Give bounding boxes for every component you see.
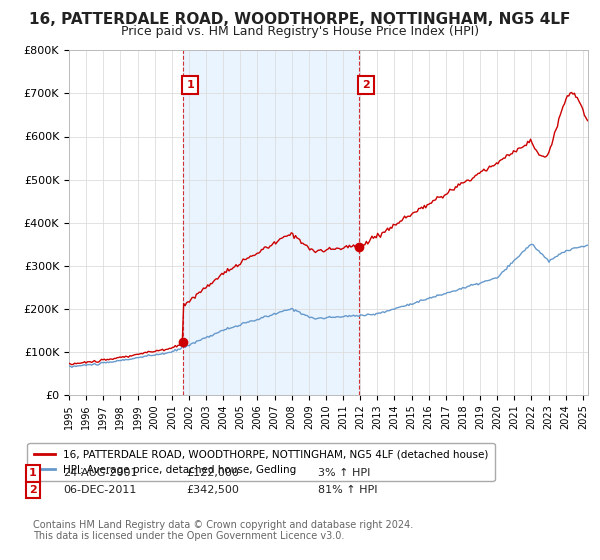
Text: 06-DEC-2011: 06-DEC-2011	[63, 485, 136, 495]
Text: Contains HM Land Registry data © Crown copyright and database right 2024.
This d: Contains HM Land Registry data © Crown c…	[33, 520, 413, 542]
Text: 16, PATTERDALE ROAD, WOODTHORPE, NOTTINGHAM, NG5 4LF: 16, PATTERDALE ROAD, WOODTHORPE, NOTTING…	[29, 12, 571, 27]
Text: 2: 2	[362, 80, 370, 90]
Text: Price paid vs. HM Land Registry's House Price Index (HPI): Price paid vs. HM Land Registry's House …	[121, 25, 479, 38]
Text: 1: 1	[187, 80, 194, 90]
Text: 1: 1	[29, 468, 37, 478]
Bar	[183, 50, 359, 395]
Text: £122,000: £122,000	[186, 468, 239, 478]
Text: 24-AUG-2001: 24-AUG-2001	[63, 468, 137, 478]
Legend: 16, PATTERDALE ROAD, WOODTHORPE, NOTTINGHAM, NG5 4LF (detached house), HPI: Aver: 16, PATTERDALE ROAD, WOODTHORPE, NOTTING…	[28, 443, 494, 481]
Text: £342,500: £342,500	[186, 485, 239, 495]
Text: 81% ↑ HPI: 81% ↑ HPI	[318, 485, 377, 495]
Text: 2: 2	[29, 485, 37, 495]
Text: 3% ↑ HPI: 3% ↑ HPI	[318, 468, 370, 478]
